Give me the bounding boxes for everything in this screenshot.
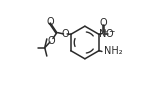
Text: O: O xyxy=(48,36,55,46)
Text: O: O xyxy=(62,29,69,39)
Text: +: + xyxy=(103,29,108,34)
Text: N: N xyxy=(99,28,107,39)
Text: −: − xyxy=(108,27,114,36)
Text: O: O xyxy=(105,28,113,39)
Text: O: O xyxy=(100,18,107,28)
Text: NH₂: NH₂ xyxy=(104,46,122,57)
Text: O: O xyxy=(46,17,54,27)
